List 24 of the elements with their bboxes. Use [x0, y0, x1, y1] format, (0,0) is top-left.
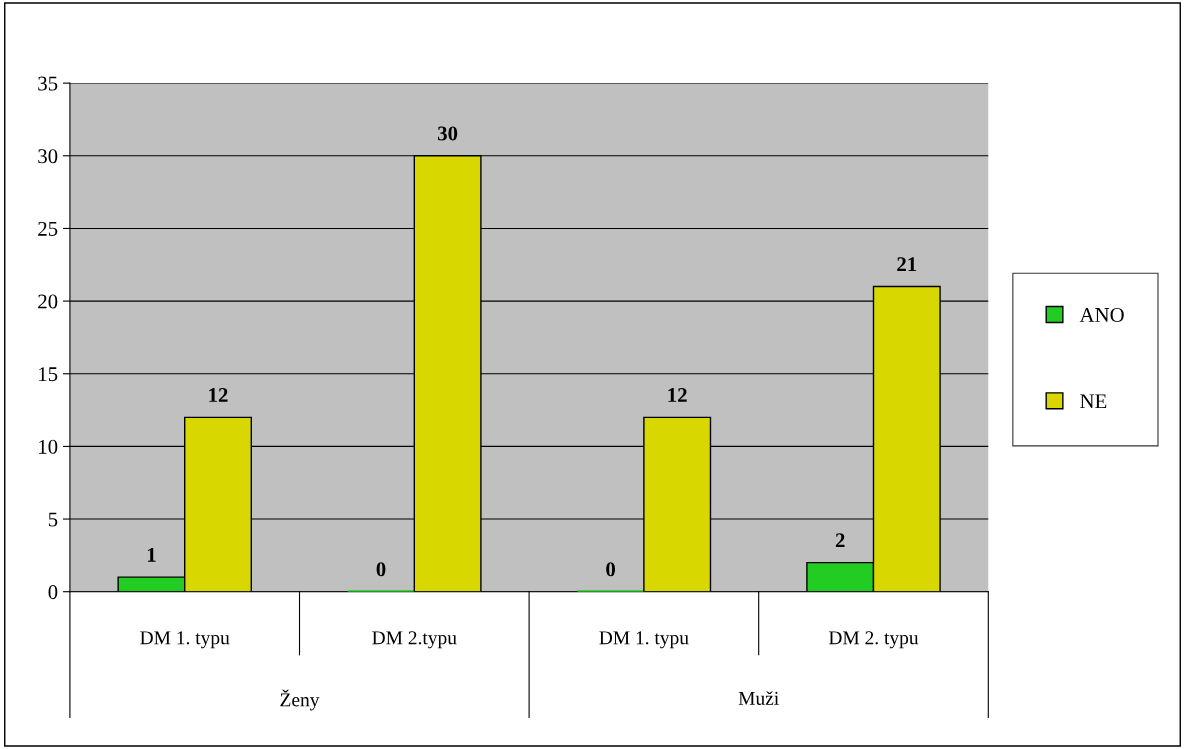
y-tick-label: 25 — [38, 221, 58, 236]
x-tick-label: DM 1. typu — [599, 631, 689, 649]
data-label: 12 — [209, 388, 228, 402]
data-label: 2 — [835, 533, 845, 548]
legend-label: NE — [1080, 394, 1107, 409]
text: Muži — [738, 691, 779, 705]
y-tick-label: 10 — [39, 439, 58, 454]
y-tick-label: 5 — [48, 512, 58, 527]
data-label: 12 — [668, 388, 687, 402]
data-label: 30 — [437, 126, 458, 141]
legend-label: ANO — [1079, 307, 1124, 322]
y-tick-label: 15 — [39, 367, 58, 382]
data-label: 21 — [897, 257, 917, 272]
data-label: 0 — [376, 562, 386, 577]
data-label: 0 — [606, 562, 616, 577]
x-tick-label: DM 1. typu — [140, 631, 230, 649]
x-tick-label: DM 2. typu — [828, 631, 919, 649]
data-label: 1 — [147, 547, 156, 562]
y-tick-label: 20 — [38, 294, 58, 309]
y-tick-label: 0 — [48, 585, 58, 600]
y-tick-label: 35 — [38, 76, 58, 91]
x-tick-label: DM 2.typu — [372, 631, 457, 649]
text: Ženy — [280, 689, 320, 711]
y-tick-label: 30 — [38, 149, 58, 164]
